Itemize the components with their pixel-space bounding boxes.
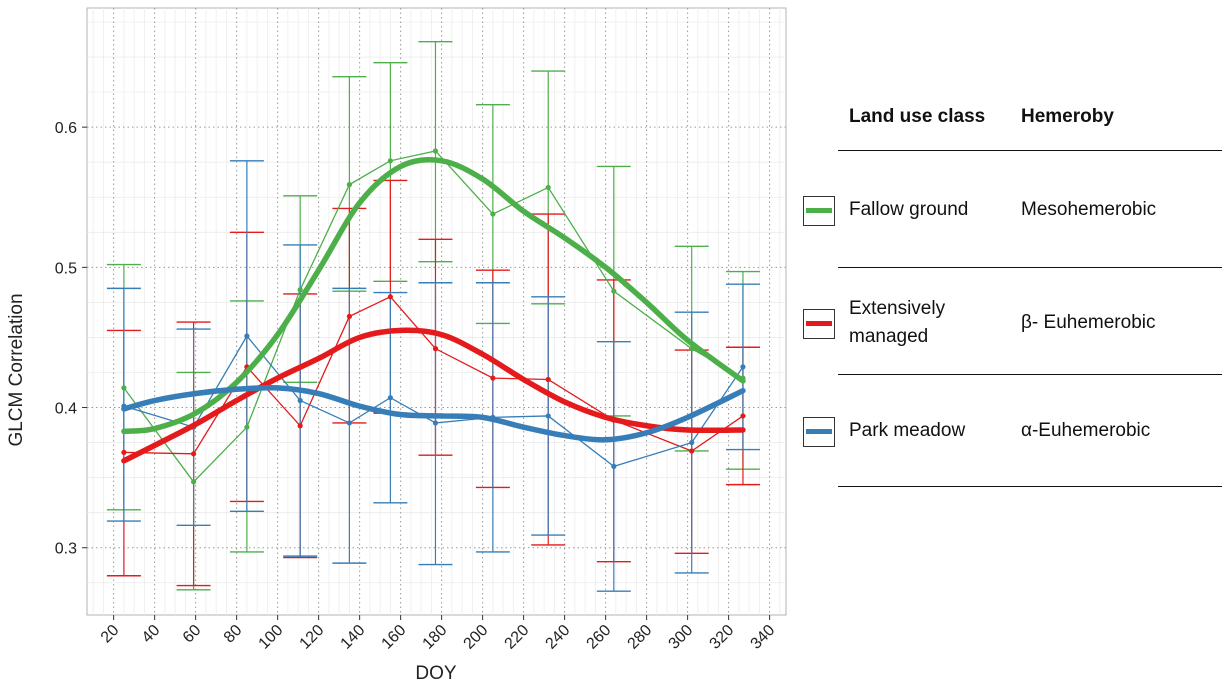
legend-table: Land use class Hemeroby Fallow ground Me… <box>800 0 1223 687</box>
data-point-park-meadow <box>432 420 439 426</box>
legend-hemeroby-extensively-managed: β- Euhemerobic <box>1021 312 1156 333</box>
data-point-extensively-managed <box>545 376 551 383</box>
data-point-extensively-managed <box>387 294 393 300</box>
error-bars <box>106 40 760 592</box>
y-axis-ticks: 0.3 0.4 0.5 0.6 <box>55 120 87 558</box>
x-tick-label: 80 <box>221 622 246 647</box>
data-point-fallow-ground <box>387 158 393 164</box>
data-point-fallow-ground <box>490 211 496 217</box>
data-point-park-meadow <box>611 463 617 470</box>
legend-hemeroby-park-meadow: α-Euhemerobic <box>1021 420 1151 441</box>
data-point-park-meadow <box>740 364 746 370</box>
data-point-park-meadow <box>545 413 551 419</box>
x-axis-label: DOY <box>415 663 457 684</box>
x-axis-ticks: 20 40 60 80 100 120 140 160 180 200 220 240 260 280 30… <box>98 615 779 653</box>
x-tick-label: 340 <box>748 622 779 653</box>
legend-key-fallow-ground <box>803 196 835 226</box>
legend-hemeroby-fallow-ground: Mesohemerobic <box>1021 199 1157 220</box>
raw-line-park-meadow <box>123 334 744 468</box>
data-point-fallow-ground <box>297 287 303 293</box>
data-point-fallow-ground <box>121 385 127 391</box>
legend-label-managed: managed <box>849 326 929 347</box>
data-point-park-meadow <box>346 420 352 426</box>
data-point-fallow-ground <box>611 288 617 294</box>
data-point-extensively-managed <box>190 451 197 457</box>
x-tick-label: 320 <box>707 622 738 653</box>
legend-label-park-meadow: Park meadow <box>849 420 966 441</box>
data-point-extensively-managed <box>490 375 496 381</box>
legend-key-line <box>806 208 832 213</box>
data-point-extensively-managed <box>740 413 746 419</box>
data-point-park-meadow <box>297 397 303 404</box>
legend-key-extensively-managed <box>803 309 835 339</box>
x-tick-label: 180 <box>420 622 451 653</box>
x-tick-label: 200 <box>461 622 492 653</box>
glcm-correlation-chart: 20 40 60 80 100 120 140 160 180 200 220 240 260 280 30… <box>6 7 787 684</box>
x-tick-label: 20 <box>98 622 123 647</box>
legend-key-line <box>806 429 832 434</box>
minor-grid <box>87 8 786 615</box>
legend-label-fallow-ground: Fallow ground <box>849 199 969 220</box>
smoothed-lines <box>121 157 746 464</box>
data-point-park-meadow <box>244 333 250 339</box>
y-tick-label: 0.6 <box>55 120 77 137</box>
x-tick-label: 220 <box>502 622 533 653</box>
legend-header-hemeroby: Hemeroby <box>1021 106 1114 127</box>
data-point-fallow-ground <box>432 148 439 154</box>
data-point-extensively-managed <box>297 423 303 429</box>
legend-key-park-meadow <box>803 417 835 447</box>
data-point-fallow-ground <box>244 424 250 430</box>
y-axis-label: GLCM Correlation <box>6 293 27 446</box>
data-point-fallow-ground <box>346 182 352 188</box>
x-tick-label: 100 <box>256 622 287 653</box>
data-point-fallow-ground <box>545 184 551 191</box>
legend-header-land-use-class: Land use class <box>849 106 986 127</box>
y-tick-label: 0.3 <box>55 541 77 558</box>
raw-line-fallow-ground <box>123 150 744 483</box>
x-tick-label: 160 <box>379 622 410 653</box>
x-tick-label: 280 <box>625 622 656 653</box>
legend-rule <box>838 267 1222 268</box>
x-tick-label: 40 <box>139 622 164 647</box>
data-point-extensively-managed <box>121 449 127 455</box>
y-tick-label: 0.4 <box>55 401 77 418</box>
raw-lines <box>121 148 746 485</box>
data-point-extensively-managed <box>432 346 439 352</box>
data-point-extensively-managed <box>689 448 695 454</box>
x-tick-label: 240 <box>543 622 574 653</box>
x-tick-label: 260 <box>584 622 615 653</box>
legend-key-line <box>806 321 832 326</box>
smooth-line-extensively-managed <box>121 327 746 464</box>
x-tick-label: 120 <box>297 622 328 653</box>
x-tick-label: 60 <box>180 622 205 647</box>
plot-panel <box>86 7 787 616</box>
data-point-park-meadow <box>387 395 393 401</box>
y-tick-label: 0.5 <box>55 260 77 277</box>
smooth-line-park-meadow <box>121 384 746 443</box>
smooth-line-fallow-ground <box>121 157 746 435</box>
x-tick-label: 140 <box>338 622 369 653</box>
data-point-park-meadow <box>689 439 695 446</box>
legend-rule-bottom <box>838 486 1222 487</box>
legend-rule-top <box>838 150 1222 151</box>
legend-label-extensively: Extensively <box>849 298 946 319</box>
data-point-extensively-managed <box>346 313 352 320</box>
legend-rule <box>838 374 1222 375</box>
x-tick-label: 300 <box>666 622 697 653</box>
data-point-fallow-ground <box>190 479 197 485</box>
